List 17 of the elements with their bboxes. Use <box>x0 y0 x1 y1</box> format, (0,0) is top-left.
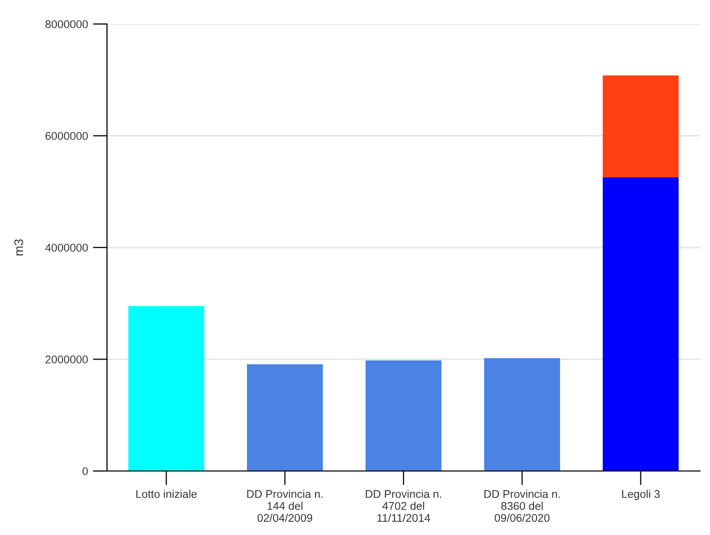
bar <box>128 306 204 471</box>
x-tick-label: DD Provincia n. 144 del 02/04/2009 <box>247 490 322 522</box>
x-tick-label: Lotto iniziale <box>136 490 197 498</box>
y-axis-title: m3 <box>14 239 24 256</box>
y-tick-label: 4000000 <box>45 244 88 252</box>
bar <box>366 360 442 471</box>
x-tick-label: DD Provincia n. 8360 del 09/06/2020 <box>484 490 560 522</box>
y-tick-label: 8000000 <box>45 20 88 28</box>
x-tick-label: Legoli 3 <box>622 490 660 500</box>
bar <box>246 364 323 471</box>
y-tick-label: 2000000 <box>46 356 88 364</box>
x-tick-label: DD Provincia n. 4702 del 11/11/2014 <box>366 490 442 522</box>
y-tick-label: 0 <box>82 467 88 476</box>
y-tick-label: 6000000 <box>46 132 88 140</box>
bar <box>602 177 679 471</box>
bar <box>602 75 679 178</box>
bar <box>484 358 560 471</box>
